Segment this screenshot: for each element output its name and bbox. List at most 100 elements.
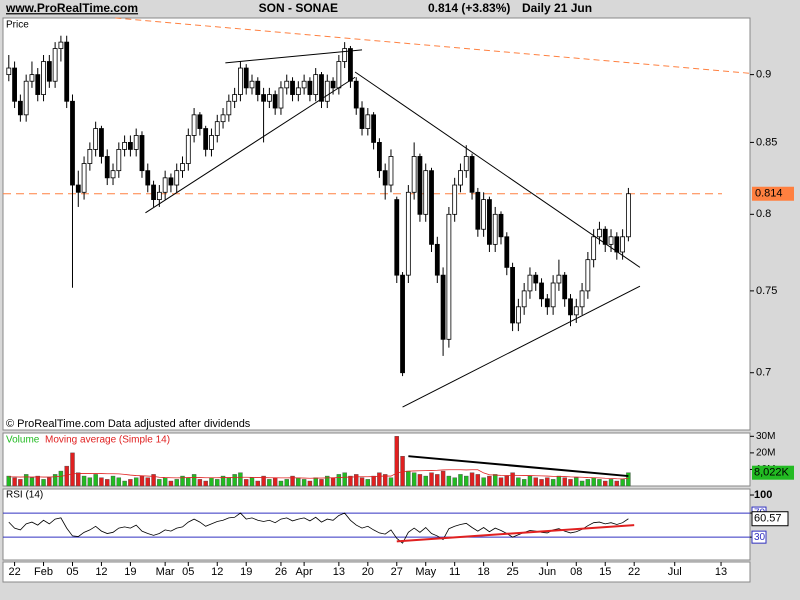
- candle-body: [243, 67, 249, 89]
- x-tick-label: 22: [8, 566, 20, 578]
- candle-body: [35, 74, 41, 95]
- x-tick-label: 11: [449, 566, 460, 578]
- candle-body: [434, 243, 440, 276]
- volume-bar: [290, 475, 295, 487]
- volume-bar: [122, 480, 127, 487]
- candle-body: [185, 135, 191, 164]
- candle-body: [191, 114, 197, 136]
- trendline: [145, 76, 356, 214]
- candle-body: [168, 177, 174, 186]
- x-tick-label: 15: [599, 566, 611, 578]
- volume-bar: [487, 475, 492, 487]
- volume-bar: [18, 479, 23, 487]
- candle-body: [133, 135, 139, 150]
- volume-bar: [168, 480, 174, 487]
- volume-bar: [162, 477, 168, 487]
- candle-body: [87, 149, 93, 164]
- x-tick-label: Jun: [538, 566, 556, 578]
- x-tick-label: 12: [211, 566, 223, 578]
- candle-body: [440, 274, 446, 340]
- volume-bar: [12, 477, 17, 487]
- volume-bar: [139, 475, 145, 487]
- candle-body: [122, 142, 128, 150]
- candle-body: [562, 274, 568, 300]
- y-tick-label: 0.9: [756, 69, 771, 81]
- volume-bar: [377, 472, 382, 487]
- candle-body: [388, 156, 394, 186]
- candle-body: [394, 199, 400, 276]
- candle-body: [411, 156, 417, 193]
- candle-body: [446, 213, 452, 340]
- volume-tick-label: 20M: [756, 448, 775, 459]
- candle-body: [12, 67, 17, 102]
- volume-bar: [475, 474, 481, 487]
- candle-body: [6, 67, 12, 76]
- volume-bar: [110, 475, 116, 487]
- volume-bar: [365, 479, 371, 487]
- volume-bar: [516, 477, 521, 487]
- candle-body: [75, 184, 81, 193]
- candle-body: [180, 163, 185, 172]
- volume-bar: [249, 477, 255, 487]
- candle-body: [405, 191, 411, 276]
- volume-bar: [284, 479, 289, 487]
- period: Daily 21 Jun: [522, 1, 592, 15]
- volume-bar: [157, 479, 162, 487]
- x-tick-label: 18: [478, 566, 490, 578]
- candle-body: [625, 193, 631, 238]
- candle-body: [156, 191, 162, 200]
- volume-bar: [591, 477, 596, 487]
- candle-body: [608, 236, 614, 245]
- volume-last-box: [752, 465, 794, 480]
- volume-ma-label: Moving average (Simple 14): [45, 435, 170, 446]
- price-label-box: [752, 186, 794, 201]
- candle-body: [319, 74, 324, 102]
- volume-bar: [58, 470, 64, 487]
- candle-body: [330, 80, 336, 89]
- x-tick-label: Jul: [668, 566, 682, 578]
- candle-body: [41, 61, 46, 95]
- x-axis-panel: [2, 561, 751, 583]
- volume-bar: [174, 479, 179, 487]
- volume-bar: [469, 472, 475, 487]
- x-tick-label: 22: [628, 566, 640, 578]
- candle-body: [382, 170, 388, 186]
- trendline: [354, 71, 641, 268]
- candle-body: [301, 80, 307, 89]
- volume-bar: [330, 477, 336, 487]
- candle-body: [232, 94, 238, 102]
- volume-bar: [608, 479, 614, 487]
- x-tick-label: 13: [715, 566, 727, 578]
- candle-body: [226, 100, 232, 116]
- candle-body: [324, 80, 330, 102]
- volume-bar: [41, 479, 46, 487]
- candle-body: [220, 114, 226, 123]
- volume-bar: [550, 479, 556, 487]
- candle-body: [266, 94, 272, 102]
- trendline: [402, 285, 641, 408]
- volume-bar: [23, 474, 29, 487]
- volume-bar: [493, 474, 498, 487]
- x-tick-label: 19: [124, 566, 136, 578]
- volume-tick-label: 30M: [756, 431, 775, 442]
- volume-bar: [354, 474, 359, 487]
- candle-body: [342, 48, 348, 62]
- volume-bar: [232, 474, 237, 487]
- volume-bar: [585, 479, 591, 487]
- volume-bar: [452, 477, 457, 487]
- candle-body: [99, 128, 104, 157]
- y-tick-label: 0.8: [756, 208, 771, 220]
- volume-label: Volume: [6, 435, 40, 446]
- volume-bar: [105, 479, 110, 487]
- volume-bar: [562, 477, 567, 487]
- candle-body: [585, 259, 591, 292]
- volume-bar: [614, 480, 620, 487]
- volume-bar: [597, 479, 602, 487]
- candle-body: [452, 184, 458, 215]
- volume-bar: [568, 479, 573, 487]
- volume-bar: [220, 475, 226, 487]
- candle-body: [475, 191, 481, 230]
- rsi-label: RSI (14): [6, 490, 43, 501]
